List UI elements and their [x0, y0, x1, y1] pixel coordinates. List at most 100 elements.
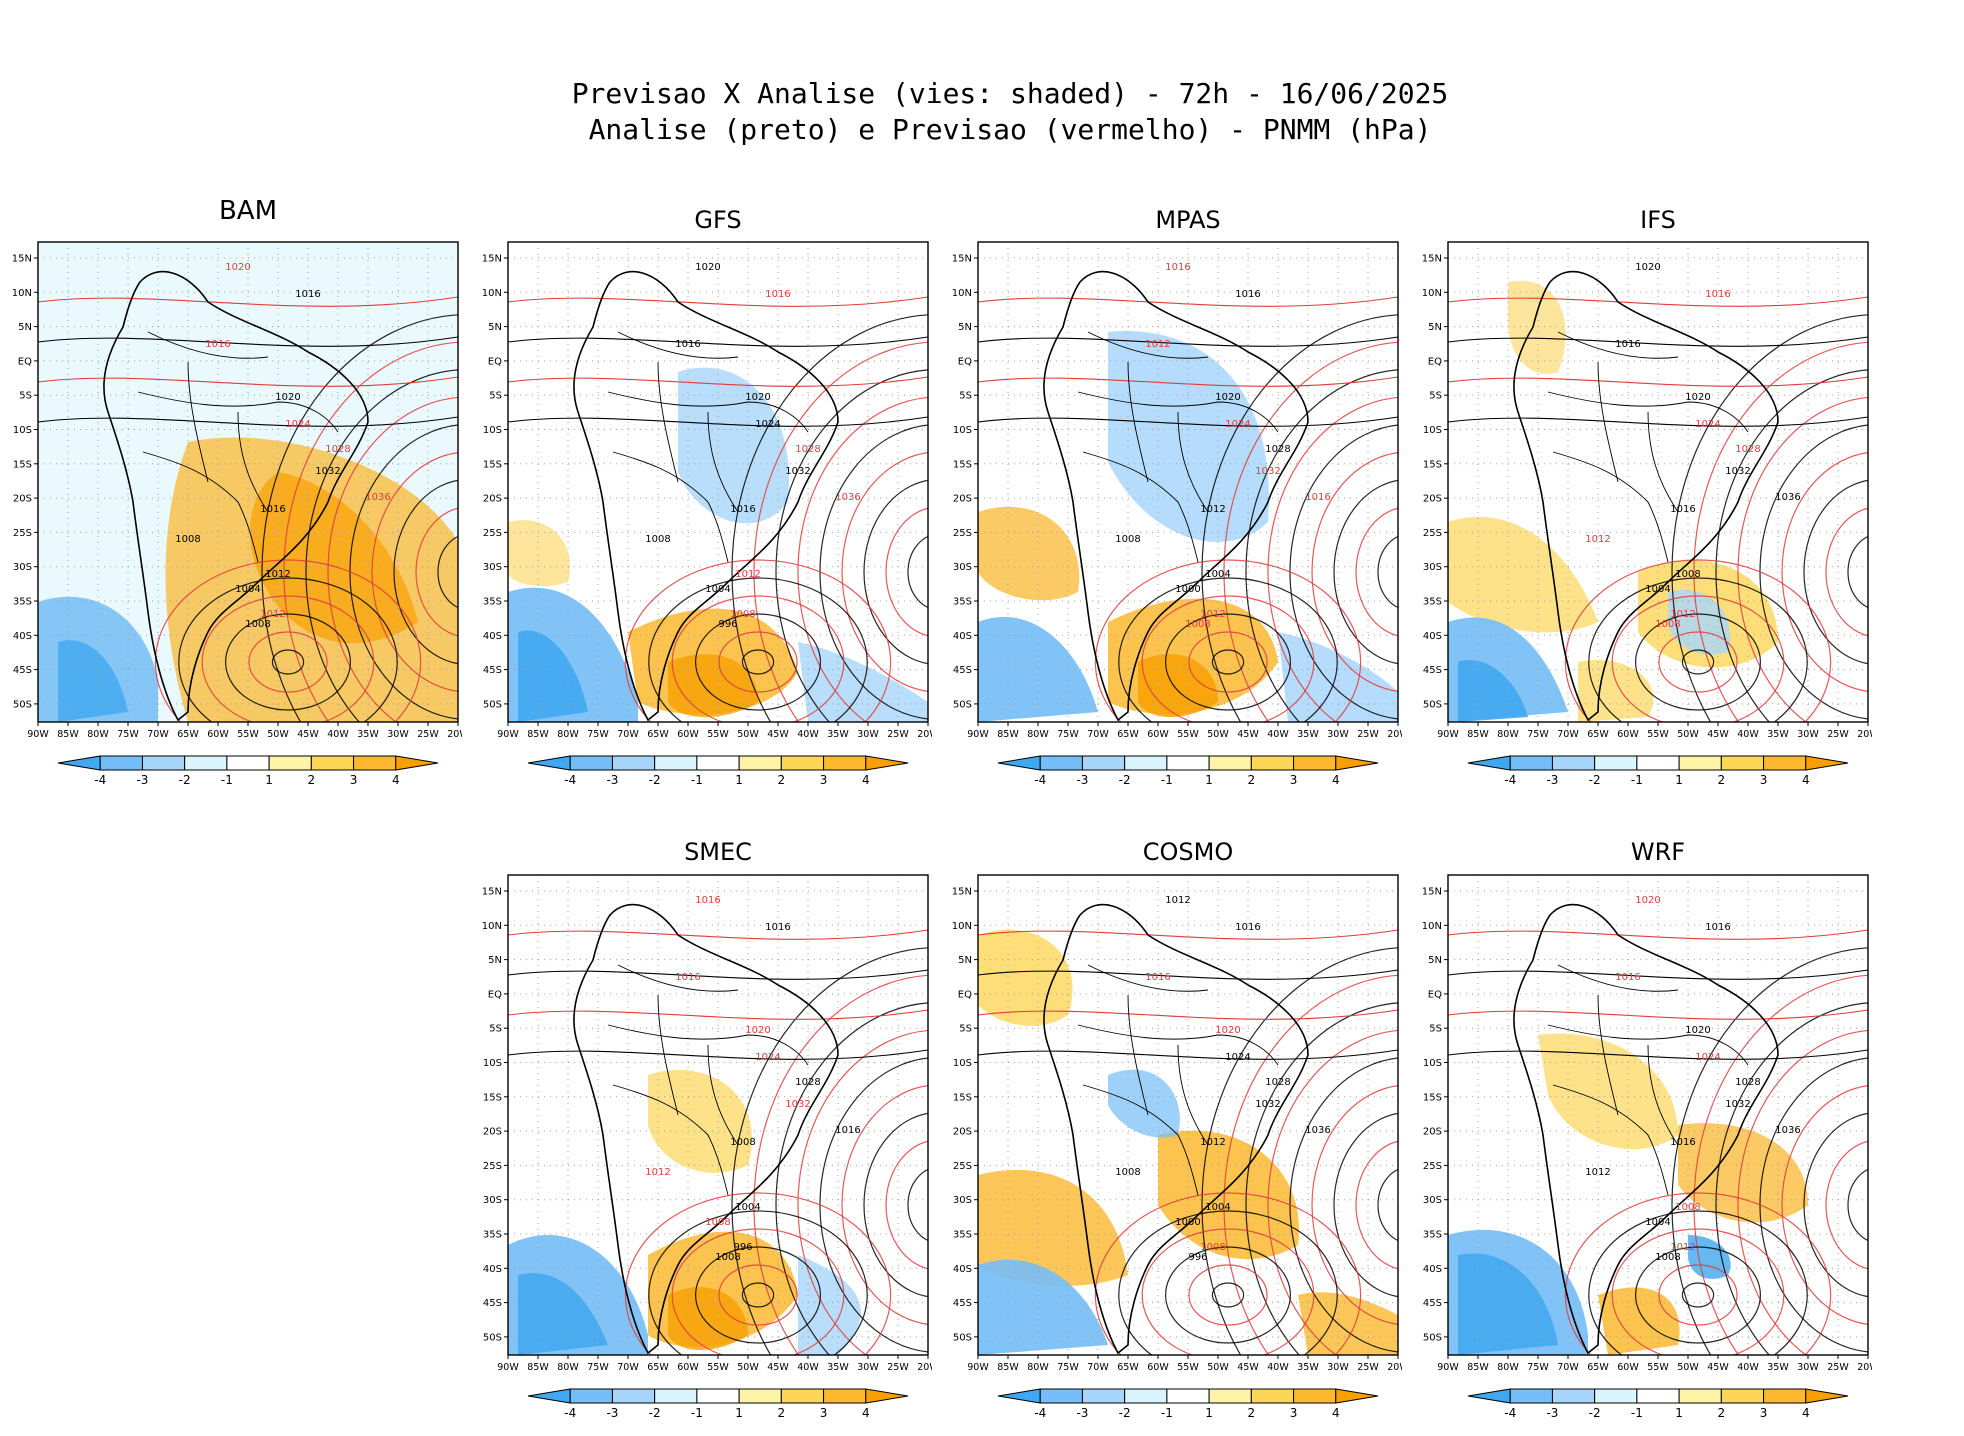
- colorbar-swatch: [738, 755, 782, 771]
- lon-tick-label: 75W: [117, 729, 139, 740]
- isobar-label: 1016: [205, 339, 230, 350]
- lon-tick-label: 50W: [737, 1362, 759, 1373]
- colorbar-swatch: [527, 1388, 571, 1404]
- isobar-label: 1008: [1675, 569, 1700, 580]
- isobar-label: 1036: [1775, 492, 1800, 503]
- colorbar-swatch: [1250, 755, 1295, 771]
- isobar-label: 1028: [795, 1077, 820, 1088]
- isobar-high: [1737, 396, 1868, 722]
- map-plot: 1012 1016 1016 1020 1024 1028 1032 1036 1012 1008…: [952, 874, 1402, 1373]
- lat-tick-label: 15N: [952, 254, 972, 265]
- colorbar-label: -3: [606, 773, 618, 787]
- lat-tick-label: 25S: [483, 528, 502, 539]
- bias-shading: [1688, 1235, 1731, 1279]
- coastline: [573, 903, 839, 1355]
- colorbar-swatch: [1208, 1388, 1252, 1404]
- colorbar-label: -3: [1076, 1406, 1088, 1420]
- bias-shading: [1508, 280, 1566, 374]
- isobar-low: [718, 1264, 798, 1326]
- lat-tick-label: 25S: [1423, 1161, 1442, 1172]
- lat-tick-label: 5S: [1429, 1024, 1442, 1035]
- lat-tick-label: 40S: [483, 1264, 502, 1275]
- isobar-low: [624, 559, 892, 722]
- bias-shading: [978, 1259, 1108, 1355]
- isobar-low: [1564, 1192, 1832, 1355]
- lat-tick-label: EQ: [958, 989, 972, 1000]
- bias-shading: [58, 640, 128, 722]
- country-border: [1077, 1024, 1279, 1066]
- lon-tick-label: 55W: [237, 729, 259, 740]
- isobar-label: 1036: [1305, 1125, 1330, 1136]
- colorbar-swatch: [1081, 1388, 1126, 1404]
- isobar-high: [863, 1112, 928, 1298]
- lat-tick-label: 25S: [1423, 528, 1442, 539]
- isobar-label: 1016: [1145, 972, 1170, 983]
- colorbar-swatch: [1551, 755, 1596, 771]
- isobar-high: [1671, 947, 1868, 1355]
- isobar-label: 1008: [175, 534, 200, 545]
- colorbar-label: -2: [1589, 773, 1601, 787]
- isobar-low: [1635, 1246, 1762, 1344]
- lon-tick-label: 85W: [997, 1362, 1019, 1373]
- lon-tick-label: 25W: [1827, 729, 1849, 740]
- isobar-label: 1036: [835, 492, 860, 503]
- colorbar-label: -2: [1119, 1406, 1131, 1420]
- lon-tick-label: 20W: [1387, 729, 1402, 740]
- lon-tick-label: 25W: [417, 729, 439, 740]
- isobar-high: [1715, 369, 1868, 722]
- colorbar-swatch: [395, 755, 439, 771]
- bias-shading: [798, 1255, 861, 1355]
- isobar-high: [841, 1085, 928, 1325]
- isobar-label: 1016: [260, 504, 285, 515]
- lat-tick-label: 15S: [1423, 459, 1442, 470]
- colorbar-label: 4: [1802, 1406, 1810, 1420]
- lon-tick-label: 85W: [527, 729, 549, 740]
- colorbar-swatch: [1208, 755, 1252, 771]
- colorbar-swatch: [1594, 755, 1638, 771]
- isobar-line: [508, 1009, 928, 1020]
- lat-tick-label: 30S: [483, 562, 502, 573]
- lat-tick-label: 20S: [953, 1127, 972, 1138]
- colorbar-swatch: [1720, 1388, 1765, 1404]
- lon-tick-label: 35W: [1297, 729, 1319, 740]
- bias-shading: [1538, 1033, 1678, 1150]
- isobar-high: [1355, 1140, 1398, 1270]
- colorbar-label: 4: [1332, 773, 1340, 787]
- isobar-label: 1008: [715, 1252, 740, 1263]
- isobar-line: [1448, 416, 1868, 427]
- isobar-high: [1201, 947, 1398, 1355]
- isobar-label: 1012: [1200, 1137, 1225, 1148]
- colorbar-swatch: [569, 1388, 613, 1404]
- colorbar-label: -1: [1161, 773, 1173, 787]
- country-border: [707, 411, 739, 513]
- lon-tick-label: 45W: [767, 1362, 789, 1373]
- isobar-high: [1201, 314, 1398, 722]
- lon-tick-label: 40W: [797, 729, 819, 740]
- lat-tick-label: 10N: [482, 921, 502, 932]
- colorbar-swatch: [1081, 755, 1126, 771]
- country-border: [617, 331, 739, 359]
- lon-tick-label: 30W: [1797, 729, 1819, 740]
- map-plot: 1020 1016 1016 1020 1024 1028 1032 1036 1016 1012…: [1422, 874, 1872, 1373]
- bias-shading: [978, 506, 1080, 601]
- coastline: [1513, 903, 1779, 1355]
- lon-tick-label: 45W: [1707, 1362, 1729, 1373]
- lat-tick-label: 40S: [1423, 1264, 1442, 1275]
- lat-tick-label: 50S: [483, 1332, 502, 1343]
- lon-tick-label: 55W: [707, 729, 729, 740]
- lat-tick-label: 5S: [1429, 391, 1442, 402]
- country-border: [707, 1044, 739, 1146]
- colorbar-label: -3: [1546, 1406, 1558, 1420]
- country-border: [1087, 331, 1209, 359]
- isobar-label: 1004: [705, 584, 730, 595]
- isobar-label: 1016: [1165, 262, 1190, 273]
- colorbar-label: 1: [1205, 773, 1213, 787]
- isobar-label: 1008: [1675, 1202, 1700, 1213]
- lon-tick-label: 60W: [1617, 1362, 1639, 1373]
- colorbar-swatch: [823, 1388, 867, 1404]
- isobar-high: [797, 396, 928, 722]
- colorbar-swatch: [865, 1388, 909, 1404]
- lon-tick-label: 75W: [1057, 1362, 1079, 1373]
- bias-shading: [1458, 1253, 1558, 1355]
- lon-tick-label: 40W: [1737, 1362, 1759, 1373]
